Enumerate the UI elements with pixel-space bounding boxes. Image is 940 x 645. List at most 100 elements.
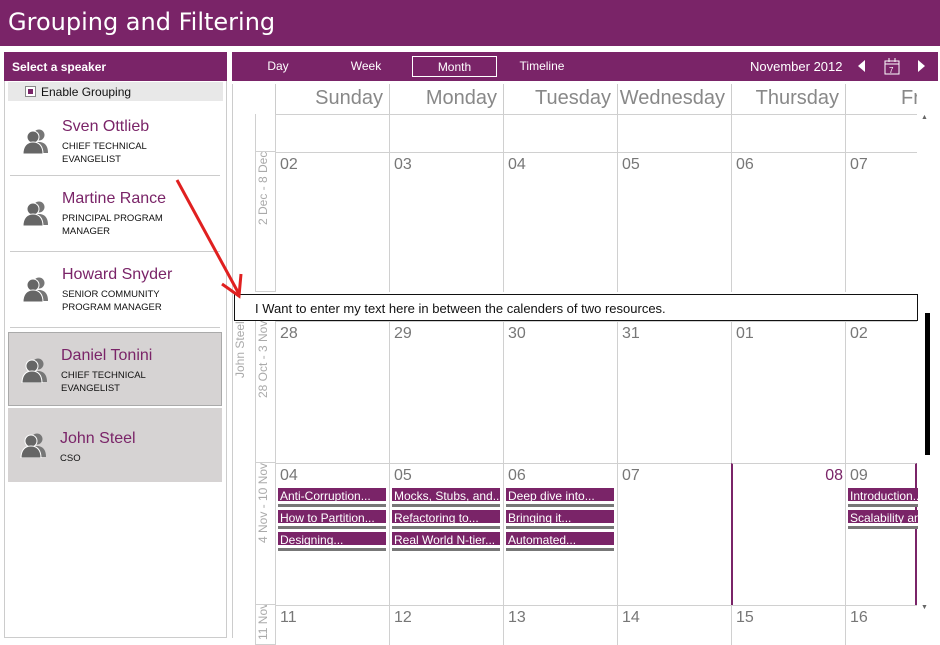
date-number: 29 [394, 325, 412, 342]
day-cell[interactable] [389, 114, 503, 152]
day-cell[interactable]: 09 Introduction... Scalability and... [845, 463, 918, 605]
date-number: 09 [850, 467, 868, 484]
scroll-up-icon[interactable]: ▲ [921, 114, 928, 121]
date-number: 02 [280, 156, 298, 173]
date-number: 07 [622, 467, 640, 484]
day-cell[interactable]: 04 Anti-Corruption... How to Partition... D… [275, 463, 389, 605]
speaker-item[interactable]: John Steel CSO [8, 408, 222, 482]
calendar-toolbar: Day Week Month Timeline November 2012 7 [232, 52, 938, 81]
day-cell[interactable]: 07 [845, 152, 917, 292]
date-number: 03 [394, 156, 412, 173]
week-label [255, 114, 275, 152]
day-cell[interactable]: 01 [731, 321, 845, 463]
speaker-name: Daniel Tonini [61, 347, 153, 364]
triangle-left-icon[interactable] [857, 60, 867, 72]
appointment[interactable]: Bringing it... [506, 510, 614, 526]
week-label: 4 Nov - 10 Nov [255, 463, 275, 605]
appointment[interactable]: Introduction... [848, 488, 918, 504]
appointment[interactable]: Scalability and... [848, 510, 918, 526]
day-header: Fri [845, 84, 917, 114]
day-cell[interactable] [275, 114, 389, 152]
month-calendar [232, 84, 938, 638]
date-number: 11 [280, 609, 297, 626]
day-cell[interactable]: 16 [845, 605, 917, 645]
date-number: 16 [850, 609, 868, 626]
appointment[interactable]: Real World N-tier... [392, 532, 500, 548]
view-timeline-button[interactable]: Timeline [519, 59, 565, 73]
appointment[interactable]: Deep dive into... [506, 488, 614, 504]
vertical-scrollbar[interactable]: ▲ ▼ [917, 114, 932, 619]
day-cell[interactable]: 06 [731, 152, 845, 292]
day-cell[interactable] [617, 114, 731, 152]
date-number: 12 [394, 609, 412, 626]
day-cell[interactable]: 29 [389, 321, 503, 463]
speaker-role: Chief Technical Evangelist [61, 370, 146, 394]
week-label: 2 Dec - 8 Dec [255, 152, 275, 292]
day-cell[interactable]: 13 [503, 605, 617, 645]
speaker-name: Martine Rance [62, 190, 167, 207]
date-number: 01 [736, 325, 754, 342]
view-month-button[interactable]: Month [412, 56, 497, 77]
resource-label: John Steel [233, 321, 247, 378]
day-cell[interactable]: 02 [845, 321, 917, 463]
day-cell[interactable]: 31 [617, 321, 731, 463]
speaker-item[interactable]: Howard Snyder Senior Community Program Ma… [10, 252, 220, 328]
enable-grouping-checkbox[interactable]: Enable Grouping [8, 82, 223, 101]
user-group-icon [20, 432, 48, 459]
day-cell[interactable]: 03 [389, 152, 503, 292]
speaker-item[interactable]: Daniel Tonini Chief Technical Evangelist [8, 332, 222, 406]
date-number: 08 [825, 467, 843, 484]
day-cell[interactable] [503, 114, 617, 152]
app-title: Grouping and Filtering [0, 0, 940, 46]
date-number: 04 [280, 467, 298, 484]
day-cell[interactable]: 12 [389, 605, 503, 645]
red-arrow-annotation [175, 179, 243, 299]
scroll-down-icon[interactable]: ▼ [921, 604, 928, 611]
day-cell[interactable]: 14 [617, 605, 731, 645]
checkbox-icon[interactable] [25, 86, 36, 97]
appointment[interactable]: Mocks, Stubs, and... [392, 488, 500, 504]
speaker-role: Senior Community Program Manager [62, 289, 162, 313]
appointment[interactable]: Designing... [278, 532, 386, 548]
day-cell[interactable]: 04 [503, 152, 617, 292]
calendar-icon[interactable]: 7 [884, 58, 900, 75]
day-cell[interactable]: 11 [275, 605, 389, 645]
date-number: 05 [622, 156, 640, 173]
day-header: Monday [389, 84, 503, 114]
view-week-button[interactable]: Week [350, 59, 382, 73]
speaker-item[interactable]: Sven Ottlieb Chief Technical Evangelist [10, 104, 220, 176]
appointment[interactable]: Automated... [506, 532, 614, 548]
speaker-name: Howard Snyder [62, 266, 173, 283]
week-label: 11 Nov - 17 Nov [255, 605, 275, 645]
date-number: 30 [508, 325, 526, 342]
day-cell[interactable]: 06 Deep dive into... Bringing it... Automat… [503, 463, 617, 605]
day-header: Sunday [275, 84, 389, 114]
speaker-role: Chief Technical Evangelist [62, 141, 147, 165]
enable-grouping-label: Enable Grouping [41, 85, 132, 99]
speaker-item[interactable]: Martine Rance Principal Program Manager [10, 176, 220, 252]
day-cell[interactable]: 05 [617, 152, 731, 292]
view-day-button[interactable]: Day [267, 59, 289, 73]
day-cell[interactable] [731, 114, 845, 152]
date-number: 28 [280, 325, 298, 342]
date-number: 02 [850, 325, 868, 342]
day-cell[interactable]: 05 Mocks, Stubs, and... Refactoring to... R… [389, 463, 503, 605]
appointment[interactable]: Anti-Corruption... [278, 488, 386, 504]
appointment[interactable]: How to Partition... [278, 510, 386, 526]
annotation-note: I Want to enter my text here in between … [234, 294, 918, 321]
day-cell[interactable]: 30 [503, 321, 617, 463]
day-cell[interactable]: 07 [617, 463, 731, 605]
date-number: 06 [508, 467, 526, 484]
user-group-icon [22, 276, 50, 303]
day-cell[interactable] [845, 114, 917, 152]
day-cell[interactable]: 02 [275, 152, 389, 292]
svg-text:7: 7 [889, 66, 894, 75]
triangle-right-icon[interactable] [916, 60, 926, 72]
day-cell[interactable]: 28 [275, 321, 389, 463]
scroll-thumb[interactable] [925, 313, 930, 455]
day-cell[interactable]: 08 [731, 463, 845, 605]
day-cell[interactable]: 15 [731, 605, 845, 645]
day-header: Tuesday [503, 84, 617, 114]
date-number: 04 [508, 156, 526, 173]
appointment[interactable]: Refactoring to... [392, 510, 500, 526]
